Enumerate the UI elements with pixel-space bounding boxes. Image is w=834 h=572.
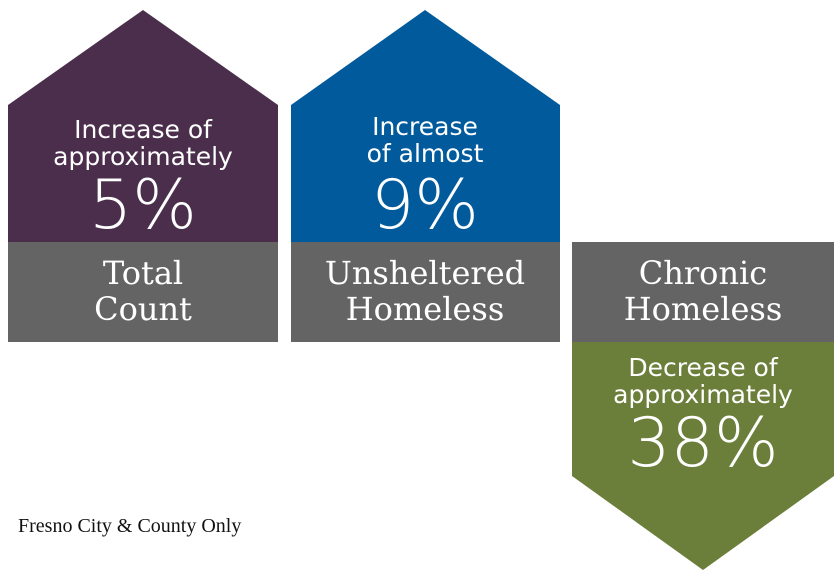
description: Decrease of — [628, 353, 778, 382]
description: approximately — [613, 380, 793, 409]
value: 9% — [371, 166, 479, 245]
footnote: Fresno City & County Only — [18, 515, 241, 537]
label: Homeless — [624, 290, 782, 328]
description: of almost — [367, 139, 484, 168]
label: Total — [103, 254, 183, 292]
description: Increase — [372, 112, 478, 141]
label: Count — [94, 290, 192, 328]
value: 38% — [627, 404, 778, 483]
label: Chronic — [639, 254, 767, 292]
label-box — [572, 242, 834, 342]
description: approximately — [53, 142, 233, 171]
label: Homeless — [346, 290, 504, 328]
arrow-up-purple — [8, 10, 278, 242]
label-box — [291, 242, 560, 342]
description: Increase of — [74, 115, 213, 144]
label: Unsheltered — [325, 254, 525, 292]
label-box — [8, 242, 278, 342]
value: 5% — [89, 166, 197, 245]
arrow-down-green — [572, 342, 834, 570]
arrow-up-blue — [291, 10, 560, 242]
